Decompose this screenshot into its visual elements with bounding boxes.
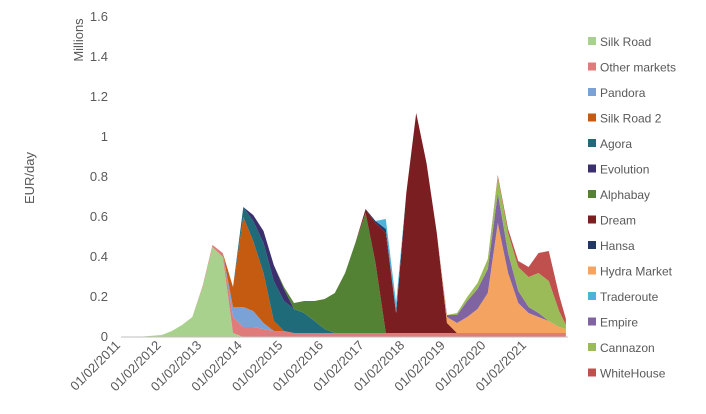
legend-swatch — [588, 139, 596, 147]
legend-swatch — [588, 343, 596, 351]
y-tick-label: 0 — [101, 329, 108, 344]
y-tick-label: 1 — [101, 129, 108, 144]
legend-swatch — [588, 164, 596, 173]
legend-label: Alphabay — [600, 188, 650, 202]
y-axis-ticks: 0 0.2 0.4 0.6 0.8 1 1.2 1.4 1.6 — [90, 9, 108, 344]
legend-label: Silk Road 2 — [600, 112, 662, 126]
legend-label: Traderoute — [600, 290, 659, 304]
legend-label: WhiteHouse — [600, 367, 666, 381]
y-tick-label: 1.4 — [90, 49, 108, 64]
legend-swatch — [588, 113, 596, 122]
legend-swatch — [588, 292, 596, 300]
series-areas — [121, 113, 566, 337]
area-series-silk-road — [121, 247, 566, 337]
legend-swatch — [588, 241, 596, 249]
legend-label: Hansa — [600, 239, 635, 253]
legend-swatch — [588, 317, 596, 326]
legend-label: Cannazon — [600, 341, 655, 355]
legend-label: Silk Road — [600, 35, 651, 49]
legend-label: Agora — [600, 137, 632, 151]
area-series-hydra-market — [121, 113, 566, 337]
legend-label: Empire — [600, 316, 638, 330]
legend-swatch — [588, 266, 596, 275]
legend-label: Evolution — [600, 163, 649, 177]
y-tick-label: 0.8 — [90, 169, 108, 184]
y-tick-label: 0.4 — [90, 249, 108, 264]
legend-swatch — [588, 368, 596, 377]
legend: Silk Road Other markets Pandora Silk Road 2… — [588, 35, 676, 381]
legend-swatch — [588, 215, 596, 224]
legend-swatch — [588, 37, 596, 45]
area-series-alphabay — [121, 207, 566, 337]
y-axis-title: EUR/day — [22, 151, 37, 204]
y-tick-label: 1.2 — [90, 89, 108, 104]
y-tick-label: 0.2 — [90, 289, 108, 304]
legend-label: Hydra Market — [600, 265, 673, 279]
y-tick-label: 1.6 — [90, 9, 108, 24]
legend-swatch — [588, 62, 596, 71]
legend-label: Pandora — [600, 86, 646, 100]
y-tick-label: 0.6 — [90, 209, 108, 224]
legend-label: Dream — [600, 214, 636, 228]
legend-swatch — [588, 190, 596, 198]
y-units-label: Millions — [71, 18, 86, 62]
legend-label: Other markets — [600, 61, 676, 75]
legend-swatch — [588, 88, 596, 96]
x-axis-ticks: 01/02/201101/02/201201/02/201301/02/2014… — [67, 338, 529, 395]
area-series-other-markets — [121, 245, 566, 337]
